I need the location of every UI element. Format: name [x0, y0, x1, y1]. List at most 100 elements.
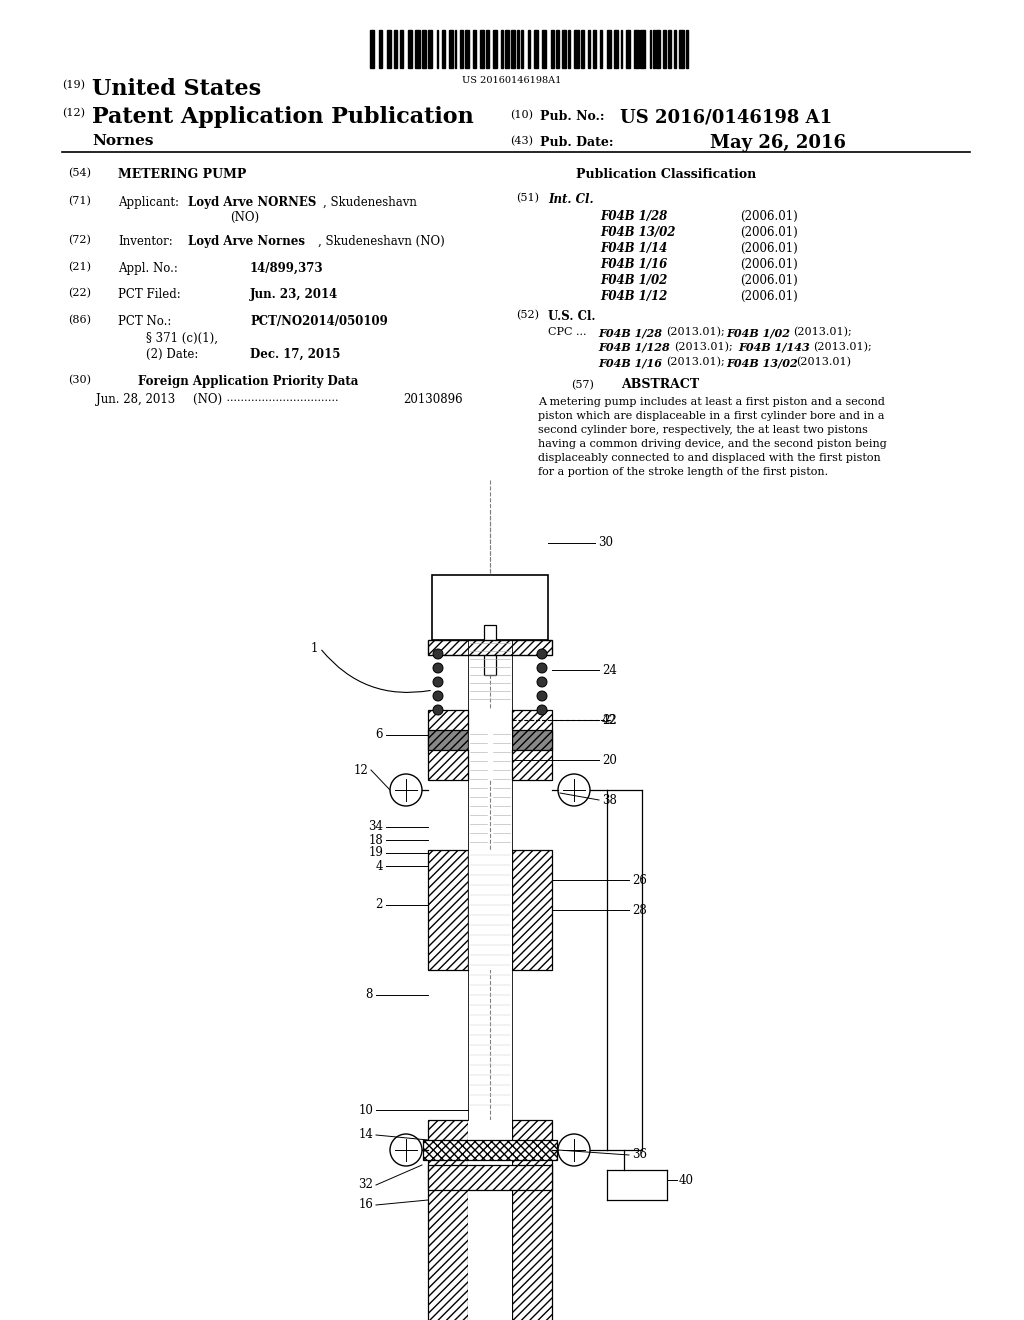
Text: 24: 24: [602, 664, 616, 676]
Text: US 2016/0146198 A1: US 2016/0146198 A1: [620, 108, 833, 125]
Text: 14/899,373: 14/899,373: [250, 261, 324, 275]
Text: F04B 1/12: F04B 1/12: [600, 290, 668, 304]
Text: (54): (54): [68, 168, 91, 178]
Text: Jun. 28, 2013: Jun. 28, 2013: [96, 393, 175, 407]
Bar: [415, 30, 420, 69]
Bar: [517, 30, 519, 69]
Bar: [468, 730, 512, 750]
Text: 28: 28: [632, 903, 647, 916]
Bar: [593, 30, 596, 69]
Text: 12: 12: [353, 763, 368, 776]
Text: (2013.01): (2013.01): [796, 356, 851, 367]
Text: (72): (72): [68, 235, 91, 246]
Text: F04B 1/28: F04B 1/28: [598, 327, 662, 338]
Circle shape: [433, 705, 443, 715]
Text: (10): (10): [510, 110, 534, 120]
Circle shape: [537, 690, 547, 701]
Text: (19): (19): [62, 81, 85, 90]
Text: (22): (22): [68, 288, 91, 298]
Bar: [468, 710, 512, 780]
Bar: [473, 30, 476, 69]
Text: (2013.01);: (2013.01);: [813, 342, 871, 352]
Bar: [634, 30, 639, 69]
Text: ................................: ................................: [223, 393, 339, 403]
Text: (2006.01): (2006.01): [740, 275, 798, 286]
Text: 32: 32: [358, 1179, 373, 1192]
Text: F04B 1/128: F04B 1/128: [598, 342, 670, 352]
Text: Jun. 23, 2014: Jun. 23, 2014: [250, 288, 338, 301]
Text: F04B 1/02: F04B 1/02: [600, 275, 668, 286]
Text: § 371 (c)(1),: § 371 (c)(1),: [146, 333, 218, 345]
Text: (86): (86): [68, 315, 91, 325]
Text: ABSTRACT: ABSTRACT: [621, 378, 699, 391]
Text: F04B 13/02: F04B 13/02: [726, 356, 798, 368]
Bar: [370, 30, 374, 69]
Bar: [428, 30, 432, 69]
Bar: [562, 30, 566, 69]
Text: (2013.01);: (2013.01);: [674, 342, 733, 352]
Text: 36: 36: [632, 1148, 647, 1162]
Text: (2006.01): (2006.01): [740, 290, 798, 304]
Text: (52): (52): [516, 310, 539, 321]
Text: 26: 26: [632, 874, 647, 887]
Bar: [505, 30, 509, 69]
Text: , Skudeneshavn: , Skudeneshavn: [323, 195, 417, 209]
Text: 22: 22: [602, 714, 616, 726]
Text: Dec. 17, 2015: Dec. 17, 2015: [250, 348, 340, 360]
Bar: [512, 1119, 552, 1320]
Text: 34: 34: [368, 821, 383, 833]
Text: Foreign Application Priority Data: Foreign Application Priority Data: [138, 375, 358, 388]
Bar: [679, 30, 684, 69]
Text: 18: 18: [369, 833, 383, 846]
Text: (2013.01);: (2013.01);: [666, 356, 725, 367]
Text: CPC ...: CPC ...: [548, 327, 587, 337]
Text: 6: 6: [376, 729, 383, 742]
Text: 20: 20: [602, 754, 616, 767]
Text: Loyd Arve Nornes: Loyd Arve Nornes: [188, 235, 305, 248]
Bar: [423, 1140, 557, 1160]
Circle shape: [433, 649, 443, 659]
Bar: [600, 30, 602, 69]
Bar: [485, 30, 488, 69]
Text: Publication Classification: Publication Classification: [575, 168, 757, 181]
Circle shape: [433, 690, 443, 701]
Text: (2006.01): (2006.01): [740, 257, 798, 271]
Bar: [428, 640, 552, 655]
Circle shape: [390, 774, 422, 807]
Text: (NO): (NO): [178, 393, 222, 407]
Bar: [613, 30, 618, 69]
Bar: [627, 30, 630, 69]
Text: (NO): (NO): [230, 211, 259, 224]
Bar: [621, 30, 623, 69]
Bar: [484, 624, 496, 675]
Text: PCT/NO2014/050109: PCT/NO2014/050109: [250, 315, 388, 327]
Bar: [650, 30, 651, 69]
Bar: [460, 30, 463, 69]
Bar: [437, 30, 438, 69]
Circle shape: [558, 774, 590, 807]
Text: , Skudeneshavn (NO): , Skudeneshavn (NO): [318, 235, 444, 248]
Bar: [428, 710, 468, 780]
Text: (2006.01): (2006.01): [740, 210, 798, 223]
Bar: [442, 30, 444, 69]
Circle shape: [390, 1134, 422, 1166]
Circle shape: [433, 677, 443, 686]
Text: PCT No.:: PCT No.:: [118, 315, 171, 327]
Bar: [574, 30, 580, 69]
Text: 19: 19: [368, 846, 383, 859]
Bar: [450, 30, 454, 69]
Text: (71): (71): [68, 195, 91, 206]
Bar: [528, 30, 530, 69]
Bar: [379, 30, 382, 69]
Circle shape: [537, 663, 547, 673]
Text: 38: 38: [602, 793, 616, 807]
Text: piston which are displaceable in a first cylinder bore and in a: piston which are displaceable in a first…: [538, 411, 885, 421]
Text: having a common driving device, and the second piston being: having a common driving device, and the …: [538, 440, 887, 449]
Text: 4: 4: [376, 859, 383, 873]
Text: 30: 30: [598, 536, 613, 549]
Bar: [606, 30, 611, 69]
Bar: [468, 1119, 512, 1320]
Text: (12): (12): [62, 108, 85, 119]
Text: May 26, 2016: May 26, 2016: [710, 135, 846, 152]
Bar: [664, 30, 667, 69]
